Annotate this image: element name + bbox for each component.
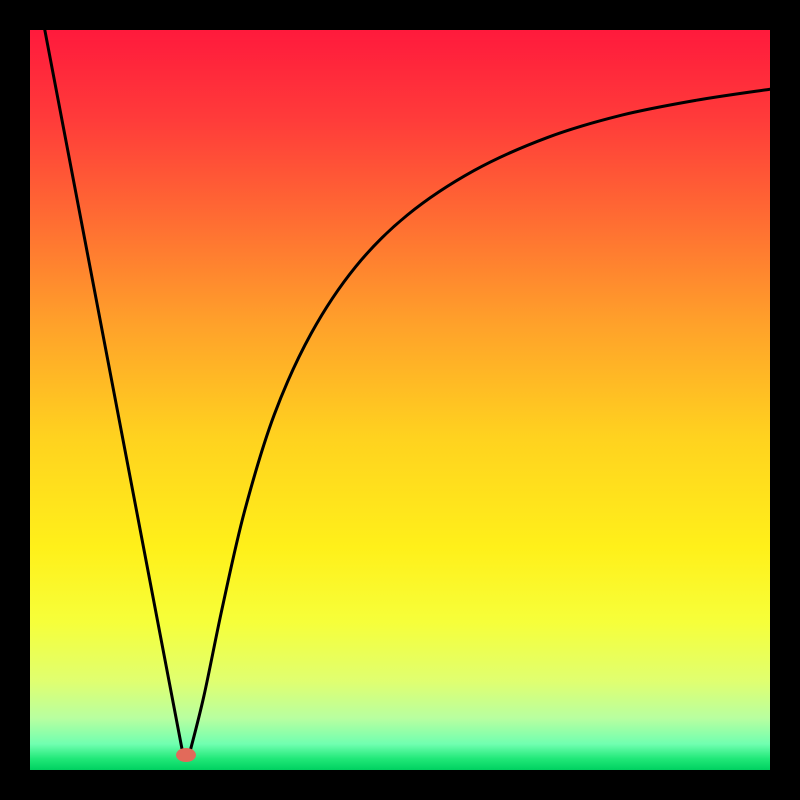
curve-path <box>45 30 770 755</box>
frame-right <box>770 0 800 800</box>
bottleneck-curve <box>30 30 770 770</box>
frame-left <box>0 0 30 800</box>
optimal-point-marker <box>176 748 196 762</box>
plot-area <box>30 30 770 770</box>
frame-bottom <box>0 770 800 800</box>
frame-top <box>0 0 800 30</box>
